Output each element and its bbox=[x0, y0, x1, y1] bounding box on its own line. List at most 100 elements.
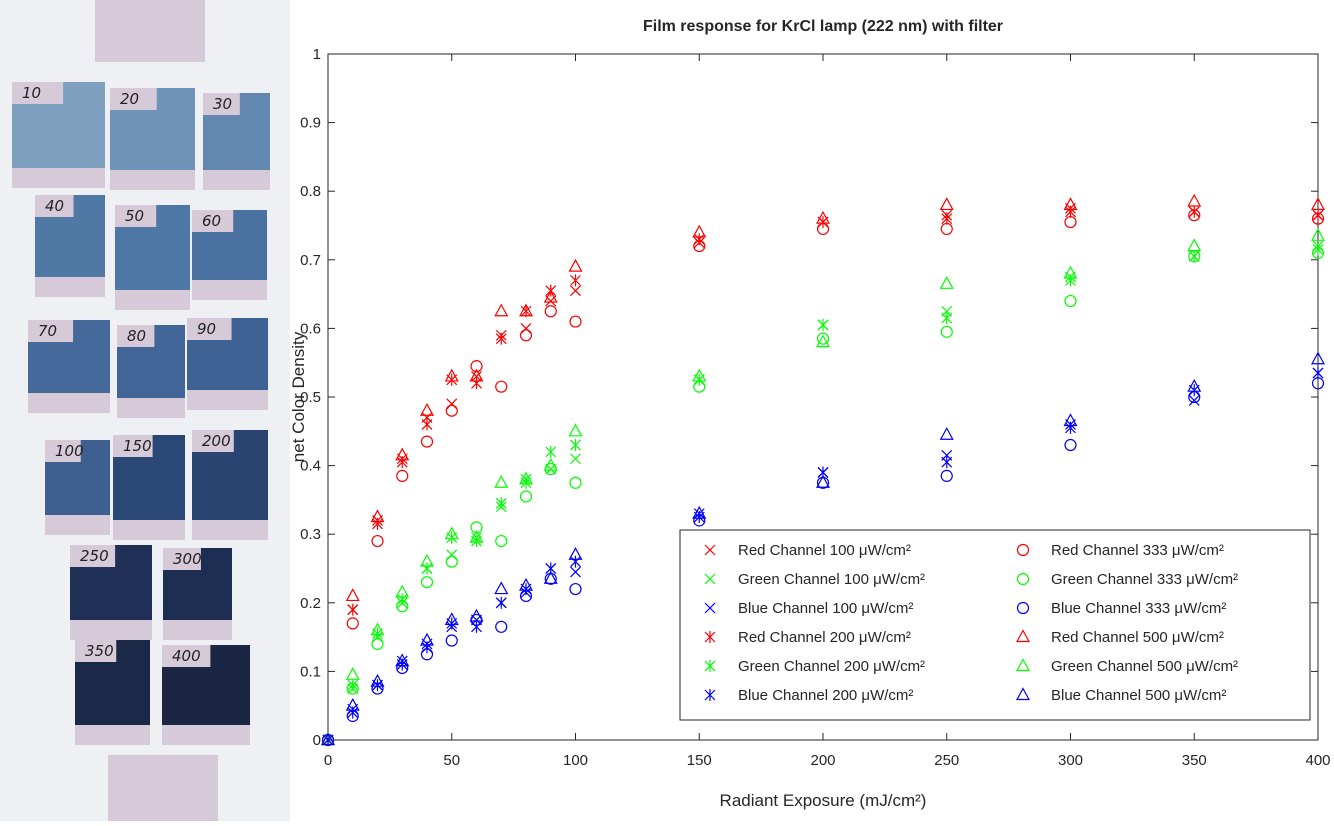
marker-triangle bbox=[419, 402, 435, 416]
marker-triangle bbox=[345, 697, 360, 711]
marker bbox=[704, 544, 716, 556]
marker bbox=[372, 517, 383, 530]
marker-stroke bbox=[520, 322, 532, 334]
marker-triangle bbox=[469, 529, 484, 543]
marker bbox=[1310, 351, 1326, 365]
marker bbox=[445, 634, 458, 647]
marker bbox=[495, 620, 508, 633]
marker bbox=[570, 285, 581, 297]
marker-circle bbox=[396, 600, 409, 613]
marker bbox=[570, 274, 581, 287]
marker-circle bbox=[1311, 212, 1325, 225]
marker-stroke bbox=[446, 549, 458, 561]
marker bbox=[568, 547, 583, 560]
marker-triangle bbox=[444, 368, 459, 382]
film-exposed-top bbox=[63, 82, 105, 106]
marker bbox=[1312, 243, 1324, 256]
marker-triangle bbox=[1015, 629, 1031, 643]
marker bbox=[1064, 294, 1077, 308]
marker bbox=[347, 679, 359, 692]
marker-triangle bbox=[444, 526, 459, 540]
x-tick-label: 0 bbox=[324, 752, 332, 769]
film-label: 60 bbox=[202, 212, 221, 230]
marker bbox=[494, 303, 509, 317]
film-exposed-top bbox=[156, 88, 195, 112]
marker bbox=[444, 526, 459, 540]
marker-stroke bbox=[446, 398, 458, 410]
marker bbox=[421, 562, 433, 575]
marker bbox=[1312, 209, 1324, 222]
marker bbox=[1187, 193, 1202, 207]
marker bbox=[1064, 438, 1077, 452]
marker bbox=[371, 534, 384, 548]
film-label: 200 bbox=[202, 432, 231, 450]
marker-triangle bbox=[692, 224, 707, 238]
film-exposed-top bbox=[210, 645, 250, 669]
marker-circle bbox=[1016, 601, 1030, 615]
marker-circle bbox=[420, 576, 434, 589]
marker bbox=[469, 608, 484, 622]
x-tick-label: 100 bbox=[563, 752, 588, 769]
marker bbox=[420, 435, 434, 448]
film-exposed bbox=[110, 110, 195, 170]
marker bbox=[569, 476, 582, 489]
marker bbox=[941, 312, 953, 325]
marker-triangle bbox=[1187, 378, 1202, 392]
film-exposed-top bbox=[116, 640, 150, 664]
marker bbox=[1016, 601, 1030, 615]
film-label: 90 bbox=[197, 320, 216, 338]
marker-circle bbox=[1064, 294, 1077, 308]
marker bbox=[693, 233, 705, 246]
film-label: 80 bbox=[127, 327, 146, 345]
marker bbox=[1188, 395, 1200, 406]
marker bbox=[570, 439, 581, 452]
marker bbox=[518, 303, 534, 317]
marker bbox=[1016, 572, 1030, 586]
y-tick-label: 1 bbox=[313, 46, 321, 63]
marker bbox=[1188, 205, 1200, 218]
marker-triangle bbox=[469, 608, 484, 622]
marker-circle bbox=[940, 469, 953, 482]
marker bbox=[570, 566, 581, 578]
marker bbox=[1188, 250, 1200, 263]
marker-circle bbox=[816, 332, 830, 345]
marker bbox=[815, 474, 831, 488]
marker bbox=[444, 612, 459, 626]
legend-box bbox=[679, 529, 1311, 721]
marker-triangle bbox=[1063, 413, 1078, 427]
film-label: 150 bbox=[123, 437, 152, 455]
marker bbox=[692, 368, 707, 382]
film-exposed bbox=[28, 342, 110, 393]
marker-triangle bbox=[568, 423, 583, 437]
legend-label: Blue Channel 100 μW/cm² bbox=[738, 600, 913, 617]
marker bbox=[815, 334, 831, 348]
marker bbox=[345, 588, 360, 602]
film-exposed-top bbox=[73, 320, 110, 344]
marker-triangle bbox=[543, 457, 558, 471]
film-label: 100 bbox=[55, 442, 84, 460]
y-tick-label: 0.2 bbox=[300, 595, 321, 612]
marker bbox=[1310, 197, 1326, 211]
marker-circle bbox=[1311, 246, 1325, 260]
marker bbox=[941, 456, 953, 469]
film-label: 10 bbox=[22, 84, 41, 102]
marker-circle bbox=[940, 325, 953, 338]
legend: Red Channel 100 μW/cm² Green Channel 100 … bbox=[679, 529, 1311, 721]
marker bbox=[347, 706, 359, 719]
marker-triangle bbox=[345, 588, 360, 602]
marker-circle bbox=[396, 661, 409, 675]
y-tick-label: 0.1 bbox=[300, 663, 321, 680]
film-label: 40 bbox=[45, 197, 64, 215]
film-exposed-top bbox=[154, 325, 185, 349]
marker bbox=[704, 602, 716, 614]
marker bbox=[940, 222, 953, 236]
marker bbox=[519, 329, 533, 342]
marker bbox=[815, 210, 831, 224]
y-tick-label: 0.5 bbox=[300, 389, 321, 406]
chart-title: Film response for KrCl lamp (222 nm) wit… bbox=[643, 18, 1003, 35]
film-exposed-top bbox=[233, 210, 267, 234]
marker-triangle bbox=[568, 547, 583, 560]
marker bbox=[469, 368, 484, 382]
y-tick-label: 0 bbox=[313, 732, 321, 749]
marker-triangle bbox=[1310, 351, 1326, 365]
